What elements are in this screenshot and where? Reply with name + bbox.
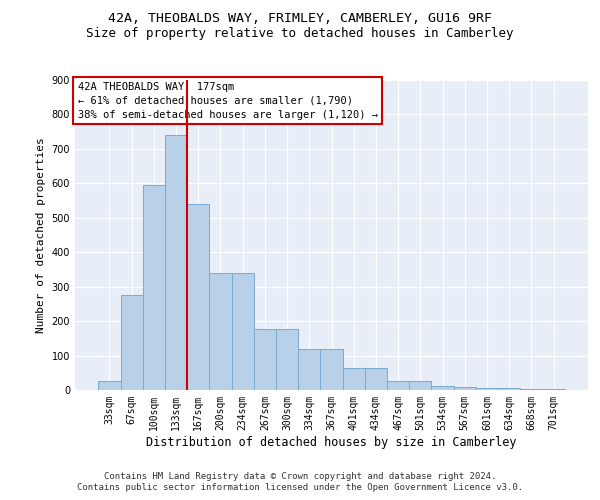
Bar: [98, 382, 121, 390]
Bar: [121, 296, 143, 390]
Text: 42A, THEOBALDS WAY, FRIMLEY, CAMBERLEY, GU16 9RF: 42A, THEOBALDS WAY, FRIMLEY, CAMBERLEY, …: [108, 12, 492, 26]
Bar: [431, 386, 454, 390]
Bar: [476, 388, 498, 390]
Bar: [409, 382, 431, 390]
Bar: [298, 348, 320, 390]
Bar: [165, 135, 187, 390]
Text: Contains HM Land Registry data © Crown copyright and database right 2024.
Contai: Contains HM Land Registry data © Crown c…: [77, 472, 523, 492]
Bar: [143, 185, 165, 390]
Bar: [187, 204, 209, 390]
Bar: [320, 348, 343, 390]
Bar: [498, 388, 520, 390]
Text: 42A THEOBALDS WAY: 177sqm
← 61% of detached houses are smaller (1,790)
38% of se: 42A THEOBALDS WAY: 177sqm ← 61% of detac…: [77, 82, 377, 120]
Text: Size of property relative to detached houses in Camberley: Size of property relative to detached ho…: [86, 28, 514, 40]
Bar: [254, 328, 276, 390]
Bar: [454, 386, 476, 390]
Y-axis label: Number of detached properties: Number of detached properties: [36, 137, 46, 333]
X-axis label: Distribution of detached houses by size in Camberley: Distribution of detached houses by size …: [146, 436, 517, 448]
Bar: [209, 273, 232, 390]
Bar: [232, 273, 254, 390]
Bar: [520, 389, 542, 390]
Bar: [387, 382, 409, 390]
Bar: [365, 368, 387, 390]
Bar: [343, 368, 365, 390]
Bar: [276, 328, 298, 390]
